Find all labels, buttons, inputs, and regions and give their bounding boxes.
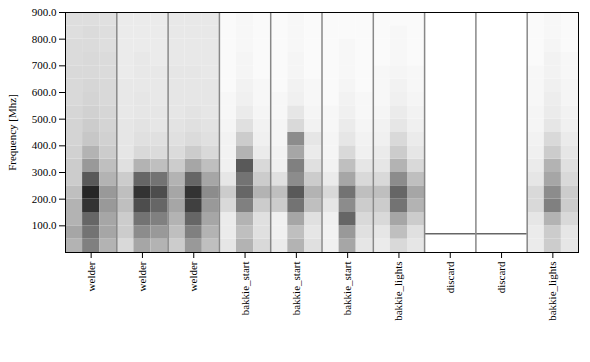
svg-text:200.0: 200.0	[32, 193, 57, 205]
svg-text:900.0: 900.0	[32, 6, 57, 18]
svg-text:welder: welder	[85, 261, 97, 291]
svg-text:400.0: 400.0	[32, 139, 57, 151]
svg-text:100.0: 100.0	[32, 219, 57, 231]
svg-text:600.0: 600.0	[32, 86, 57, 98]
svg-text:800.0: 800.0	[32, 33, 57, 45]
svg-text:700.0: 700.0	[32, 59, 57, 71]
svg-text:welder: welder	[136, 261, 148, 291]
svg-text:500.0: 500.0	[32, 113, 57, 125]
svg-text:Frequency [Mhz]: Frequency [Mhz]	[6, 94, 18, 171]
svg-text:bakkie_lights: bakkie_lights	[546, 262, 558, 321]
svg-text:discard: discard	[495, 261, 507, 293]
svg-text:bakkie_start: bakkie_start	[290, 262, 302, 316]
svg-text:bakkie_start: bakkie_start	[341, 262, 353, 316]
svg-text:300.0: 300.0	[32, 166, 57, 178]
svg-text:welder: welder	[187, 261, 199, 291]
svg-text:bakkie_lights: bakkie_lights	[392, 262, 404, 321]
svg-text:discard: discard	[444, 261, 456, 293]
svg-text:bakkie_start: bakkie_start	[239, 262, 251, 316]
